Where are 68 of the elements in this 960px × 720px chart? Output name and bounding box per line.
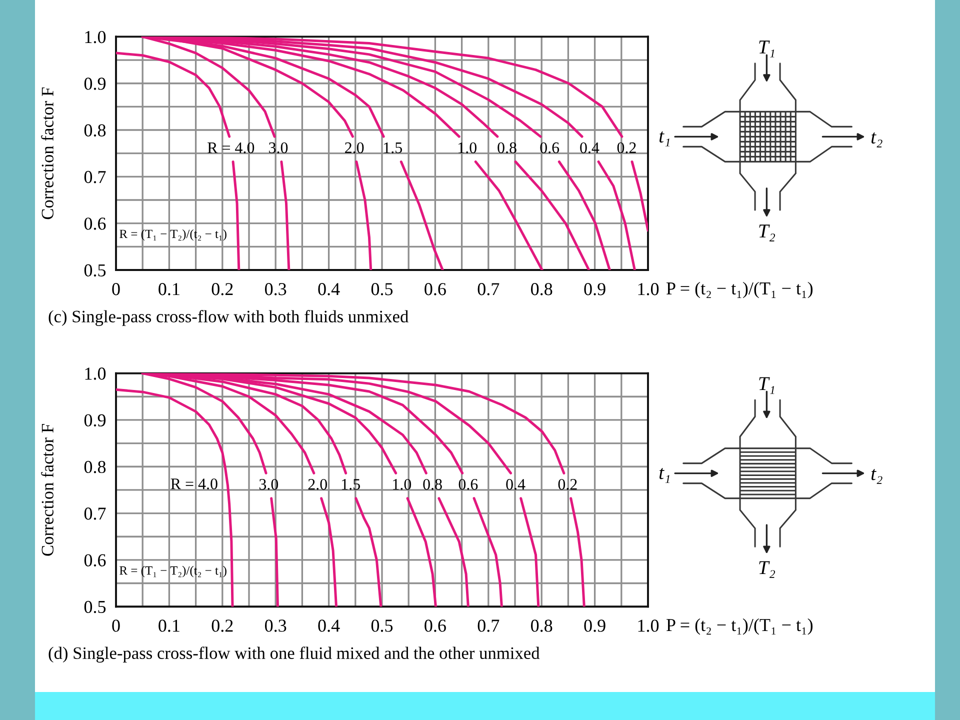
x-tick-label: 0.3 [265,620,286,632]
series-label: 1.0 [393,478,412,490]
series-label: 0.2 [617,142,636,154]
annotation: R = (T₁ − T₂)/(t₂ − t₁) [120,229,226,241]
text: t₂ [871,469,882,484]
y-tick-label: 1.0 [85,368,106,380]
x-tick-label: 1.0 [638,283,659,296]
series-label: 0.8 [498,142,516,154]
text: T₂ [759,224,776,242]
y-tick-label: 0.7 [84,170,106,184]
series-label: 0.4 [506,478,526,490]
x-tick-label: 0.1 [158,620,180,632]
x-tick-label: 0.2 [212,283,233,296]
x-tick-label: 0.2 [212,620,233,632]
text: t₁ [659,468,670,483]
series-label: 3.0 [269,142,288,154]
annotation: R = (T₁ − T₂)/(t₂ − t₁) [120,566,226,578]
text: T₂ [759,561,776,578]
y-tick-label: 0.7 [84,508,106,520]
text: T₁ [759,40,774,58]
y-axis-title: Correction factor F [41,424,54,556]
x-tick-label: 0.7 [478,620,500,632]
x-tick-label: 0.1 [158,283,180,296]
series-label: 0.4 [580,142,600,154]
series-label: 0.2 [558,478,577,490]
y-tick-label: 0.5 [84,264,106,277]
x-axis-title: P = (t₂ − t₁)/(T₁ − t₁) [666,282,813,298]
series-label: 0.8 [423,478,442,490]
x-tick-label: 0.3 [265,283,286,296]
series-label: R = 4.0 [170,478,218,490]
x-tick-label: 0 [112,283,120,296]
x-tick-label: 0.6 [424,620,446,632]
y-tick-label: 0.9 [84,414,106,426]
text: (c) Single-pass cross-flow with both fluids unmixed [48,310,408,326]
x-tick-label: 0.8 [531,620,552,632]
series-label: 1.0 [458,142,476,154]
series-label: 0.6 [458,478,478,490]
x-axis-title: P = (t₂ − t₁)/(T₁ − t₁) [666,618,813,635]
text: t₂ [871,132,882,148]
text: (d) Single-pass cross-flow with one fluid mixed and the other unmixed [48,646,540,663]
series-label: 2.0 [308,478,327,490]
y-tick-label: 0.5 [84,600,106,614]
y-tick-label: 0.8 [84,124,106,137]
series-label: 1.5 [384,142,402,154]
y-tick-label: 0.8 [84,460,106,474]
x-tick-label: 0.9 [584,620,606,632]
x-tick-label: 0.4 [318,283,340,296]
y-tick-label: 1.0 [85,30,106,44]
series-label: 3.0 [259,478,278,490]
x-tick-label: 1.0 [638,620,659,632]
y-tick-label: 0.6 [84,554,106,566]
series-label: 2.0 [345,142,364,154]
y-axis-title: Correction factor F [41,87,54,220]
series-label: 0.6 [540,142,560,154]
x-tick-label: 0.6 [424,283,446,296]
text: T₁ [759,377,774,394]
x-tick-label: 0.4 [318,620,340,632]
x-tick-label: 0.5 [371,620,393,632]
x-tick-label: 0.8 [531,283,552,296]
series-label: 1.5 [342,479,360,490]
y-tick-label: 0.6 [84,218,106,230]
y-tick-label: 0.9 [84,78,106,90]
x-tick-label: 0.7 [478,283,500,296]
x-tick-label: 0.5 [371,283,393,296]
series-label: R = 4.0 [208,142,254,154]
text: t₁ [659,131,670,146]
x-tick-label: 0 [112,620,120,632]
x-tick-label: 0.9 [584,283,606,296]
